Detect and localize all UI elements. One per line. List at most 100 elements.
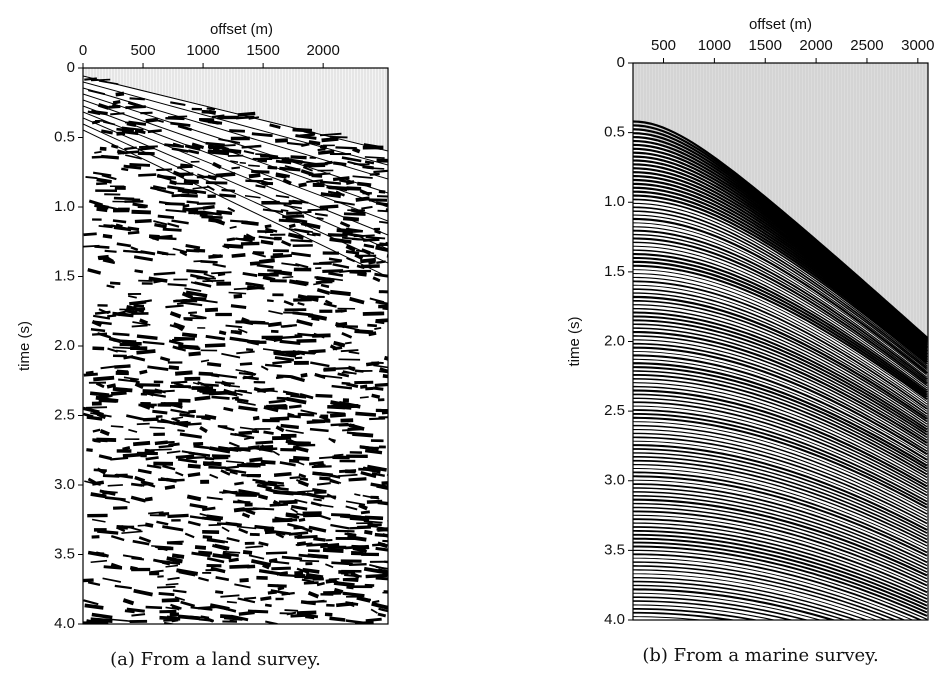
reflection (633, 385, 928, 484)
wavelet (107, 314, 117, 318)
wavelet (332, 403, 340, 409)
wavelet (297, 294, 319, 302)
wavelet (272, 530, 292, 536)
wavelet (221, 352, 241, 359)
wavelet (148, 276, 168, 283)
wavelet (137, 468, 152, 475)
reflection (633, 529, 928, 604)
wavelet (291, 504, 308, 511)
wavelet (364, 529, 373, 535)
y-tick-label: 3.0 (54, 476, 75, 493)
wavelet (139, 369, 148, 375)
wavelet (352, 175, 373, 179)
reflection (633, 182, 928, 359)
wavelet (372, 543, 385, 547)
wavelet (199, 426, 208, 434)
wavelet (116, 127, 135, 133)
wavelet (206, 107, 216, 111)
wavelet (93, 375, 115, 382)
wavelet (256, 263, 274, 269)
wavelet (109, 281, 121, 286)
wavelet (231, 396, 239, 400)
reflection (633, 545, 928, 617)
y-tick-label: 2.0 (604, 332, 625, 349)
wavelet (265, 551, 288, 555)
wavelet (239, 426, 258, 431)
wavelet (269, 416, 290, 422)
y-tick-label: 2.5 (54, 406, 75, 423)
wavelet (349, 526, 372, 530)
wavelet (288, 458, 300, 463)
wavelet (224, 607, 237, 613)
wavelet (372, 600, 380, 604)
wavelet (137, 146, 155, 151)
wavelet (243, 596, 257, 600)
reflection (633, 518, 928, 594)
wavelet (275, 172, 290, 178)
wavelet (316, 482, 331, 486)
wavelet (175, 454, 195, 459)
y-tick-label: 0.5 (604, 124, 625, 141)
reflection (633, 151, 928, 347)
wavelet (157, 575, 164, 578)
wavelet (342, 577, 359, 582)
wavelet (332, 263, 350, 269)
wavelet (266, 299, 274, 303)
wavelet (238, 527, 249, 534)
wavelet (278, 218, 299, 223)
wavelet (116, 349, 127, 353)
wavelet (297, 332, 316, 337)
wavelet (106, 284, 115, 289)
wavelet (223, 406, 234, 412)
wavelet (314, 491, 327, 495)
wavelet (132, 539, 150, 546)
wavelet (197, 387, 217, 393)
wavelet (329, 616, 346, 622)
wavelet (142, 417, 159, 422)
reflection (633, 600, 795, 620)
wavelet (378, 607, 388, 613)
wavelet (375, 576, 388, 581)
wavelet (103, 565, 123, 570)
wavelet (298, 517, 306, 522)
wavelet (121, 525, 129, 530)
x-tick-label: 1500 (246, 42, 279, 59)
wavelet (276, 396, 291, 401)
wavelet (191, 142, 205, 150)
wavelet (251, 169, 270, 174)
wavelet (331, 513, 351, 517)
wavelet (158, 444, 174, 449)
wavelet (375, 300, 388, 306)
wavelet (90, 328, 106, 333)
wavelet (320, 543, 340, 549)
reflection (633, 448, 928, 534)
wavelet (172, 345, 182, 351)
wavelet (208, 109, 217, 115)
wavelet (296, 567, 310, 574)
reflection (633, 370, 928, 473)
wavelet (346, 382, 359, 389)
wavelet (322, 374, 343, 379)
wavelet (181, 450, 198, 455)
wavelet (366, 464, 387, 472)
reflection (633, 491, 928, 570)
wavelet (107, 484, 123, 487)
wavelet (360, 510, 370, 515)
wavelet (342, 591, 365, 598)
wavelet (277, 202, 292, 205)
wavelet (382, 571, 388, 577)
wavelet (92, 428, 101, 433)
wavelet (280, 209, 289, 212)
wavelet (279, 166, 301, 172)
wavelet (122, 446, 131, 451)
wavelet (226, 536, 240, 543)
wavelet (282, 178, 292, 186)
wavelet (99, 429, 110, 437)
wavelet (215, 373, 238, 379)
wavelet (242, 549, 253, 555)
wavelet (144, 496, 153, 502)
wavelet (100, 365, 115, 370)
wavelet (85, 406, 108, 409)
wavelet (360, 471, 377, 479)
reflection (633, 592, 822, 620)
